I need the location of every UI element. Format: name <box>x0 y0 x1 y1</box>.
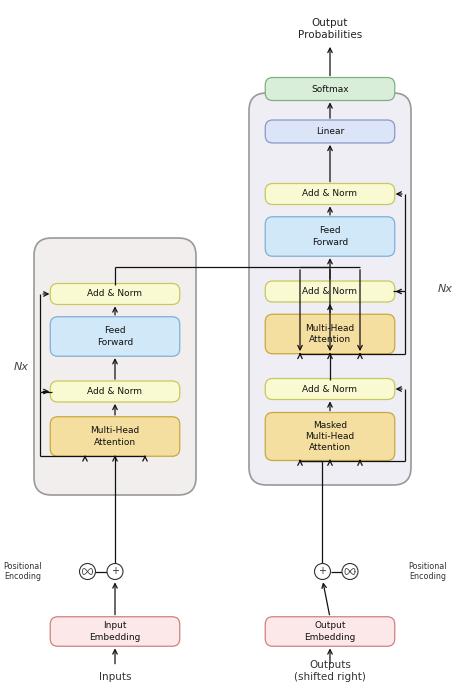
Text: Add & Norm: Add & Norm <box>303 189 358 198</box>
FancyBboxPatch shape <box>249 93 411 485</box>
FancyBboxPatch shape <box>50 417 180 456</box>
FancyBboxPatch shape <box>34 238 196 495</box>
FancyBboxPatch shape <box>265 183 395 205</box>
FancyBboxPatch shape <box>50 381 180 402</box>
Text: Multi-Head
Attention: Multi-Head Attention <box>306 324 355 344</box>
FancyBboxPatch shape <box>265 217 395 256</box>
Text: Positional
Encoding: Positional Encoding <box>408 562 447 581</box>
Circle shape <box>107 564 123 579</box>
FancyBboxPatch shape <box>265 120 395 143</box>
Text: Linear: Linear <box>316 127 344 136</box>
Text: Output
Embedding: Output Embedding <box>304 621 356 641</box>
Circle shape <box>79 564 95 579</box>
Text: Positional
Encoding: Positional Encoding <box>3 562 42 581</box>
FancyBboxPatch shape <box>50 617 180 646</box>
FancyBboxPatch shape <box>265 617 395 646</box>
Text: Masked
Multi-Head
Attention: Masked Multi-Head Attention <box>306 421 355 452</box>
FancyBboxPatch shape <box>265 378 395 400</box>
Text: Inputs: Inputs <box>99 672 131 682</box>
Text: Feed
Forward: Feed Forward <box>312 226 348 246</box>
Circle shape <box>314 564 330 579</box>
FancyBboxPatch shape <box>265 78 395 101</box>
Text: Feed
Forward: Feed Forward <box>97 326 133 346</box>
Text: Softmax: Softmax <box>311 85 349 94</box>
Text: +: + <box>319 566 327 576</box>
FancyBboxPatch shape <box>50 316 180 356</box>
Text: +: + <box>111 566 119 576</box>
FancyBboxPatch shape <box>265 412 395 461</box>
Text: Multi-Head
Attention: Multi-Head Attention <box>90 426 140 446</box>
Text: Add & Norm: Add & Norm <box>87 289 142 298</box>
Text: Output
Probabilities: Output Probabilities <box>298 18 362 40</box>
Text: Add & Norm: Add & Norm <box>303 287 358 296</box>
Text: Add & Norm: Add & Norm <box>87 387 142 396</box>
FancyBboxPatch shape <box>50 284 180 305</box>
FancyBboxPatch shape <box>265 281 395 302</box>
Text: Outputs
(shifted right): Outputs (shifted right) <box>294 660 366 682</box>
Text: Nx: Nx <box>438 284 453 294</box>
Text: Nx: Nx <box>14 362 29 371</box>
Text: Input
Embedding: Input Embedding <box>89 621 141 641</box>
FancyBboxPatch shape <box>265 314 395 354</box>
Circle shape <box>342 564 358 579</box>
Text: Add & Norm: Add & Norm <box>303 384 358 393</box>
